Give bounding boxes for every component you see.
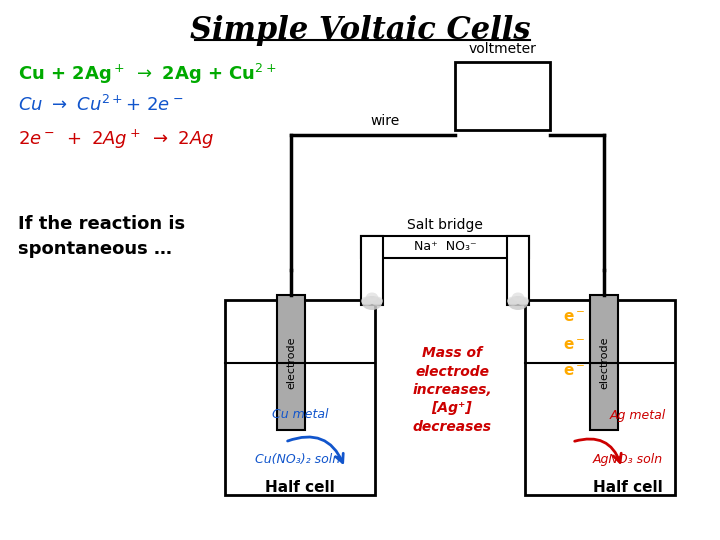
FancyBboxPatch shape — [507, 236, 529, 305]
Text: electrode: electrode — [286, 336, 296, 389]
Ellipse shape — [508, 296, 528, 310]
Text: Cu metal: Cu metal — [271, 408, 328, 422]
Ellipse shape — [366, 293, 378, 301]
Ellipse shape — [512, 293, 524, 301]
FancyBboxPatch shape — [361, 236, 529, 258]
Text: e$^-$: e$^-$ — [562, 364, 585, 380]
Text: Cu(NO₃)₂ soln: Cu(NO₃)₂ soln — [256, 454, 341, 467]
Text: Salt bridge: Salt bridge — [407, 218, 483, 232]
Text: wire: wire — [370, 114, 400, 128]
Text: AgNO₃ soln: AgNO₃ soln — [593, 454, 663, 467]
Ellipse shape — [507, 296, 519, 306]
FancyBboxPatch shape — [455, 62, 550, 130]
Text: $\mathit{2e^-\ +\ 2Ag^+}$ $\rightarrow$ $\mathit{2Ag}$: $\mathit{2e^-\ +\ 2Ag^+}$ $\rightarrow$ … — [18, 128, 214, 151]
Text: Half cell: Half cell — [593, 481, 663, 496]
Ellipse shape — [371, 296, 383, 306]
Text: Simple Voltaic Cells: Simple Voltaic Cells — [190, 15, 530, 46]
Text: electrode: electrode — [599, 336, 609, 389]
Text: Na⁺  NO₃⁻: Na⁺ NO₃⁻ — [414, 240, 477, 253]
Text: Ag metal: Ag metal — [610, 408, 666, 422]
Text: If the reaction is
spontaneous …: If the reaction is spontaneous … — [18, 215, 185, 258]
FancyBboxPatch shape — [277, 295, 305, 430]
FancyBboxPatch shape — [361, 236, 383, 305]
FancyBboxPatch shape — [590, 295, 618, 430]
FancyBboxPatch shape — [525, 300, 675, 495]
FancyArrowPatch shape — [287, 437, 343, 463]
Text: Half cell: Half cell — [265, 481, 335, 496]
Text: Cu + 2Ag$^+$ $\rightarrow$ 2Ag + Cu$^{2+}$: Cu + 2Ag$^+$ $\rightarrow$ 2Ag + Cu$^{2+… — [18, 62, 276, 86]
Ellipse shape — [361, 296, 373, 306]
Text: voltmeter: voltmeter — [469, 42, 536, 56]
FancyBboxPatch shape — [225, 300, 375, 495]
Text: Mass of
electrode
increases,
[Ag⁺]
decreases: Mass of electrode increases, [Ag⁺] decre… — [412, 346, 492, 434]
Text: e$^-$: e$^-$ — [562, 310, 585, 326]
Ellipse shape — [517, 296, 529, 306]
Ellipse shape — [362, 296, 382, 310]
Text: $\mathit{Cu}$ $\rightarrow$ $\mathit{Cu^{2+}}$$\mathit{+\ 2e^-}$: $\mathit{Cu}$ $\rightarrow$ $\mathit{Cu^… — [18, 95, 184, 115]
Text: e$^-$: e$^-$ — [562, 338, 585, 353]
FancyArrowPatch shape — [575, 439, 621, 462]
